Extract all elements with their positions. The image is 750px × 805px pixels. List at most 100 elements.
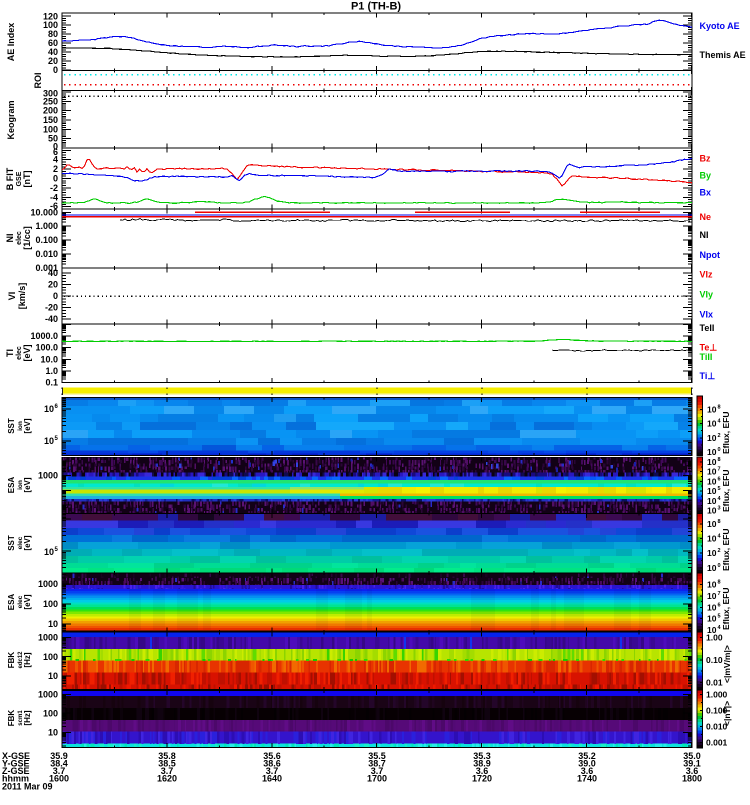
svg-text:0.1: 0.1	[45, 378, 58, 388]
svg-text:10: 10	[707, 457, 717, 467]
svg-text:1620: 1620	[157, 774, 177, 784]
svg-text:1.000: 1.000	[35, 221, 58, 231]
svg-text:[Hz]: [Hz]	[23, 710, 32, 725]
svg-text:10: 10	[707, 433, 717, 443]
svg-text:[Hz]: [Hz]	[23, 652, 32, 667]
svg-text:10.000: 10.000	[30, 207, 58, 217]
svg-text:20: 20	[48, 279, 58, 289]
svg-text:Kyoto AE: Kyoto AE	[700, 21, 740, 31]
svg-text:TeII: TeII	[700, 323, 715, 333]
svg-text:1000.0: 1000.0	[30, 331, 58, 341]
svg-text:ROI: ROI	[33, 72, 43, 88]
svg-text:2011 Mar 09: 2011 Mar 09	[2, 782, 53, 792]
svg-text:10: 10	[44, 436, 54, 446]
svg-text:10: 10	[48, 671, 58, 681]
svg-text:0.100: 0.100	[35, 235, 58, 245]
svg-text:[1/cc]: [1/cc]	[22, 226, 32, 250]
svg-text:ESA: ESA	[7, 477, 16, 494]
svg-text:10: 10	[707, 534, 717, 544]
svg-text:1.000: 1.000	[706, 690, 728, 700]
svg-text:10: 10	[707, 486, 717, 496]
svg-text:10.0: 10.0	[40, 354, 58, 364]
svg-text:NI: NI	[5, 234, 15, 243]
svg-text:ESA: ESA	[7, 594, 16, 611]
svg-text:10: 10	[48, 728, 58, 738]
svg-text:SST: SST	[7, 535, 16, 551]
svg-text:1.00: 1.00	[706, 633, 723, 643]
svg-text:[eV]: [eV]	[23, 418, 32, 433]
svg-text:<|nT|>: <|nT|>	[722, 701, 732, 726]
svg-text:Te⊥: Te⊥	[700, 343, 718, 353]
svg-text:10: 10	[707, 496, 717, 506]
svg-text:10: 10	[707, 519, 717, 529]
svg-text:-20: -20	[45, 303, 58, 313]
svg-text:Eflux, EFU: Eflux, EFU	[721, 411, 731, 454]
svg-text:[km/s]: [km/s]	[17, 283, 27, 310]
svg-text:10: 10	[707, 476, 717, 486]
svg-text:10: 10	[707, 614, 717, 624]
svg-text:1720: 1720	[472, 774, 492, 784]
svg-text:[eV]: [eV]	[23, 477, 32, 492]
svg-text:1700: 1700	[367, 774, 387, 784]
svg-text:10: 10	[707, 467, 717, 477]
svg-text:Eflux, EFU: Eflux, EFU	[721, 587, 731, 630]
svg-text:40: 40	[48, 268, 58, 278]
svg-text:[nT]: [nT]	[22, 171, 32, 188]
svg-text:10: 10	[48, 619, 58, 629]
svg-text:Bx: Bx	[700, 188, 712, 198]
svg-text:Ti⊥: Ti⊥	[700, 371, 716, 381]
svg-text:By: By	[700, 171, 712, 181]
svg-text:AE Index: AE Index	[6, 23, 16, 62]
svg-text:100.0: 100.0	[35, 343, 58, 353]
svg-text:B FIT: B FIT	[5, 167, 15, 190]
svg-text:0: 0	[53, 65, 58, 75]
svg-text:10: 10	[44, 547, 54, 557]
svg-text:10: 10	[707, 602, 717, 612]
svg-text:VIz: VIz	[700, 270, 714, 280]
svg-text:VIx: VIx	[700, 310, 714, 320]
svg-text:VI: VI	[7, 292, 17, 301]
svg-text:0: 0	[53, 291, 58, 301]
svg-text:10: 10	[707, 447, 717, 457]
svg-text:Eflux, EFU: Eflux, EFU	[721, 469, 731, 512]
svg-text:VIy: VIy	[700, 290, 714, 300]
svg-text:<|mV/m|>: <|mV/m|>	[722, 645, 732, 683]
svg-text:8: 8	[718, 457, 721, 463]
svg-text:NI: NI	[700, 230, 709, 240]
svg-text:1000: 1000	[38, 690, 58, 700]
svg-text:10: 10	[707, 548, 717, 558]
svg-text:1.0: 1.0	[45, 366, 58, 376]
svg-text:1000: 1000	[38, 471, 58, 481]
svg-text:0.001: 0.001	[706, 738, 728, 748]
svg-text:10: 10	[707, 506, 717, 516]
svg-text:Eflux, EFU: Eflux, EFU	[721, 528, 731, 571]
svg-text:8: 8	[718, 580, 721, 586]
svg-text:1000: 1000	[38, 633, 58, 643]
svg-text:1000: 1000	[38, 579, 58, 589]
svg-text:100: 100	[43, 599, 58, 609]
svg-text:Themis AE: Themis AE	[700, 50, 746, 60]
svg-text:10: 10	[707, 419, 717, 429]
svg-text:SST: SST	[7, 418, 16, 434]
svg-text:10: 10	[707, 580, 717, 590]
svg-text:P1 (TH-B): P1 (TH-B)	[351, 1, 401, 13]
svg-text:-40: -40	[45, 314, 58, 324]
svg-text:TiII: TiII	[700, 352, 713, 362]
svg-text:[eV]: [eV]	[22, 344, 32, 361]
svg-text:10: 10	[707, 404, 717, 414]
svg-text:10: 10	[44, 404, 54, 414]
svg-text:100: 100	[43, 709, 58, 719]
svg-text:Npot: Npot	[700, 250, 721, 260]
svg-text:100: 100	[43, 652, 58, 662]
svg-text:Keogram: Keogram	[6, 100, 16, 139]
svg-text:10: 10	[707, 563, 717, 573]
svg-text:1740: 1740	[577, 774, 597, 784]
svg-text:8: 8	[718, 404, 721, 410]
svg-text:[eV]: [eV]	[23, 594, 32, 609]
svg-text:FBK: FBK	[7, 652, 16, 669]
svg-text:0.010: 0.010	[35, 249, 58, 259]
svg-text:10: 10	[707, 591, 717, 601]
svg-text:0.01: 0.01	[706, 678, 723, 688]
svg-text:0.10: 0.10	[706, 655, 723, 665]
svg-text:8: 8	[718, 519, 721, 525]
